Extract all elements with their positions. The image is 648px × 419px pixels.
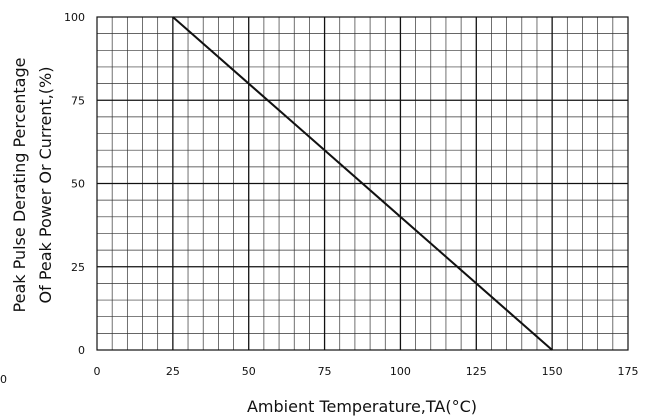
y-axis-title-line1: Peak Pulse Derating Percentage bbox=[10, 58, 29, 313]
plot-frame bbox=[96, 16, 629, 351]
y-tick-labels: 0 25 50 75 100 bbox=[64, 11, 85, 357]
x-tick-label: 175 bbox=[618, 365, 639, 378]
x-tick-label: 150 bbox=[542, 365, 563, 378]
x-tick-labels: 0 25 50 75 100 125 150 175 bbox=[94, 365, 639, 378]
x-tick-label: 25 bbox=[166, 365, 180, 378]
x-tick-label: 75 bbox=[318, 365, 332, 378]
y-tick-label: 75 bbox=[71, 94, 85, 107]
x-tick-label: 100 bbox=[390, 365, 411, 378]
y-tick-label: 50 bbox=[71, 178, 85, 191]
y-tick-label: 0 bbox=[78, 344, 85, 357]
series-layer bbox=[172, 16, 553, 351]
y-tick-label: 25 bbox=[71, 261, 85, 274]
series-line-0 bbox=[172, 16, 553, 351]
major-grid bbox=[97, 17, 628, 350]
x-tick-label: 0 bbox=[94, 365, 101, 378]
y-tick-label: 100 bbox=[64, 11, 85, 24]
x-axis-title: Ambient Temperature,TA(°C) bbox=[247, 397, 477, 416]
stray-edge-label: 0 bbox=[0, 373, 7, 386]
y-axis-title-line2: Of Peak Power Or Current,(%) bbox=[36, 67, 55, 304]
x-tick-label: 125 bbox=[466, 365, 487, 378]
x-tick-label: 50 bbox=[242, 365, 256, 378]
